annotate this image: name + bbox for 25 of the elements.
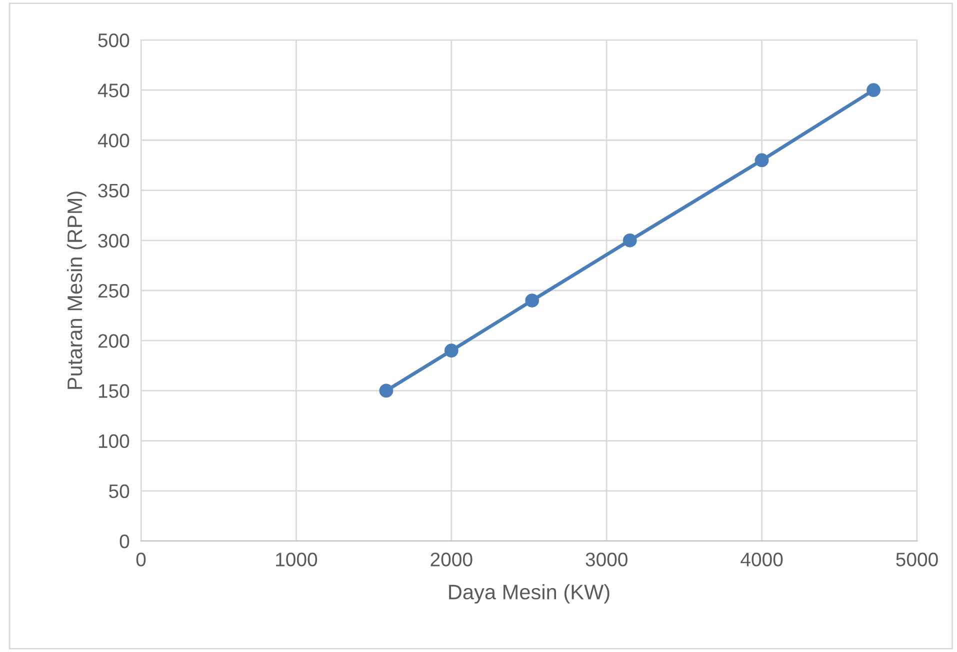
x-tick-label: 5000 bbox=[896, 552, 938, 566]
y-tick-label: 100 bbox=[98, 434, 130, 448]
point bbox=[754, 153, 769, 168]
y-tick-label: 250 bbox=[98, 284, 130, 298]
y-tick-label: 500 bbox=[98, 33, 130, 48]
point bbox=[444, 344, 458, 358]
y-tick-label: 200 bbox=[98, 334, 130, 348]
point bbox=[622, 233, 637, 248]
y-tick-label: 150 bbox=[98, 384, 130, 398]
point bbox=[379, 384, 394, 398]
x-tick-label: 1000 bbox=[276, 552, 318, 566]
y-tick-label: 450 bbox=[98, 84, 130, 98]
point bbox=[525, 294, 540, 308]
y-tick-label: 400 bbox=[98, 134, 130, 148]
point bbox=[866, 83, 880, 98]
x-tick-label: 4000 bbox=[740, 552, 783, 566]
x-axis-title: Daya Mesin (KW) bbox=[449, 584, 610, 604]
x-tick-label: 2000 bbox=[430, 552, 472, 566]
x-tick-label: 3000 bbox=[586, 552, 628, 566]
y-axis-title: Putaran Mesin (RPM) bbox=[66, 192, 86, 389]
x-tick-label: 0 bbox=[136, 552, 146, 566]
y-tick-label: 350 bbox=[98, 184, 130, 198]
y-tick-label: 0 bbox=[120, 534, 130, 548]
y-tick-label: 50 bbox=[109, 484, 130, 498]
y-tick-label: 300 bbox=[98, 234, 130, 248]
